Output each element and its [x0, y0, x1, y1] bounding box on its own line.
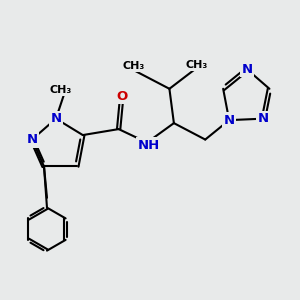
- Text: N: N: [258, 112, 269, 125]
- Text: N: N: [26, 133, 38, 146]
- Text: NH: NH: [137, 139, 160, 152]
- Text: O: O: [116, 90, 127, 103]
- Text: N: N: [224, 114, 235, 127]
- Text: CH₃: CH₃: [122, 61, 145, 71]
- Text: N: N: [242, 63, 253, 76]
- Text: CH₃: CH₃: [185, 60, 207, 70]
- Text: CH₃: CH₃: [49, 85, 71, 95]
- Text: N: N: [50, 112, 62, 125]
